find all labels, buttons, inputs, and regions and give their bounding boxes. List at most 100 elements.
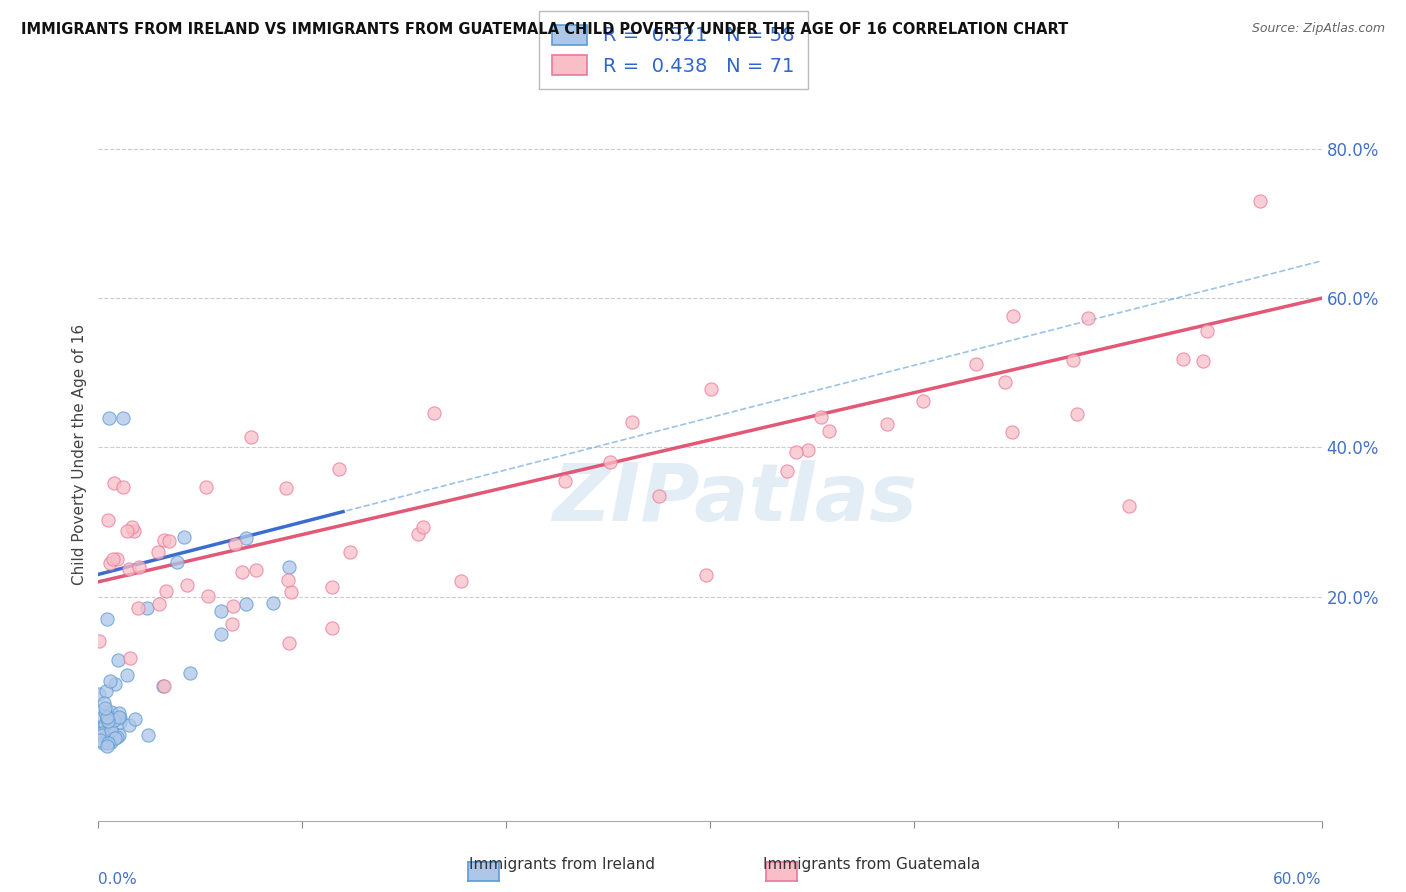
Point [179, 666, 201, 681]
Point [1001, 309, 1024, 323]
Point [700, 382, 723, 396]
Point [93, 700, 115, 714]
Point [1249, 194, 1271, 209]
Point [89, 732, 111, 747]
Point [136, 728, 159, 742]
Point [105, 731, 128, 745]
Point [87, 634, 110, 648]
Point [115, 668, 138, 682]
Y-axis label: Child Poverty Under the Age of 16: Child Poverty Under the Age of 16 [72, 325, 87, 585]
Point [240, 430, 263, 444]
Point [648, 489, 671, 503]
Point [127, 600, 149, 615]
Point [96, 709, 118, 723]
Point [128, 559, 150, 574]
Text: Immigrants from Guatemala: Immigrants from Guatemala [763, 857, 980, 872]
Point [328, 461, 350, 475]
Point [1191, 354, 1213, 368]
Point [412, 519, 434, 533]
Point [277, 573, 299, 587]
Point [97, 714, 120, 728]
Point [224, 537, 246, 551]
Point [965, 357, 987, 371]
Point [98, 556, 121, 570]
Point [148, 544, 170, 558]
Point [1173, 351, 1195, 366]
Point [1062, 353, 1084, 368]
Point [155, 583, 177, 598]
Legend: R =  0.321   N = 58, R =  0.438   N = 71: R = 0.321 N = 58, R = 0.438 N = 71 [538, 11, 808, 89]
Point [96, 711, 118, 725]
Point [101, 552, 124, 566]
Point [108, 711, 131, 725]
Point [321, 580, 343, 594]
Point [153, 679, 176, 693]
Point [176, 578, 198, 592]
Point [89, 687, 111, 701]
Point [785, 445, 807, 459]
Point [97, 736, 120, 750]
Point [108, 710, 131, 724]
Point [96, 513, 118, 527]
Point [818, 425, 841, 439]
Point [100, 723, 122, 737]
Point [245, 562, 267, 576]
Point [1066, 407, 1088, 421]
Point [118, 717, 141, 731]
Point [100, 735, 122, 749]
Point [280, 584, 302, 599]
Point [1197, 324, 1219, 338]
Point [111, 410, 134, 425]
Point [135, 601, 157, 615]
Point [118, 562, 141, 576]
Point [96, 612, 118, 626]
Point [197, 589, 219, 603]
Point [91, 710, 114, 724]
Point [93, 696, 115, 710]
Point [91, 736, 114, 750]
Point [115, 524, 138, 539]
Point [97, 410, 120, 425]
Point [98, 674, 121, 689]
Point [810, 409, 832, 424]
Point [103, 475, 125, 490]
Point [599, 455, 621, 469]
Point [121, 520, 143, 534]
Point [277, 560, 299, 574]
Point [423, 406, 446, 420]
Text: Immigrants from Ireland: Immigrants from Ireland [470, 857, 655, 872]
Point [97, 735, 120, 749]
Point [98, 719, 121, 733]
Point [776, 464, 799, 478]
Point [277, 636, 299, 650]
Point [90, 728, 112, 742]
Point [157, 533, 180, 548]
Point [104, 677, 127, 691]
Point [107, 653, 129, 667]
Point [797, 442, 820, 457]
Point [122, 524, 145, 538]
Point [620, 415, 643, 429]
Point [111, 480, 134, 494]
Point [104, 731, 127, 745]
Point [105, 552, 128, 566]
Point [321, 621, 343, 635]
Point [554, 474, 576, 488]
Point [876, 417, 898, 431]
Point [235, 597, 257, 611]
Point [1000, 425, 1022, 439]
Point [90, 726, 112, 740]
Point [221, 599, 243, 614]
Point [406, 527, 429, 541]
Point [911, 394, 934, 409]
Point [100, 705, 122, 719]
Text: 0.0%: 0.0% [98, 871, 138, 887]
Text: Source: ZipAtlas.com: Source: ZipAtlas.com [1251, 22, 1385, 36]
Point [1118, 500, 1140, 514]
Point [166, 555, 188, 569]
Point [148, 598, 170, 612]
Point [96, 739, 118, 753]
Point [94, 683, 117, 698]
Point [695, 567, 717, 582]
Point [152, 679, 174, 693]
